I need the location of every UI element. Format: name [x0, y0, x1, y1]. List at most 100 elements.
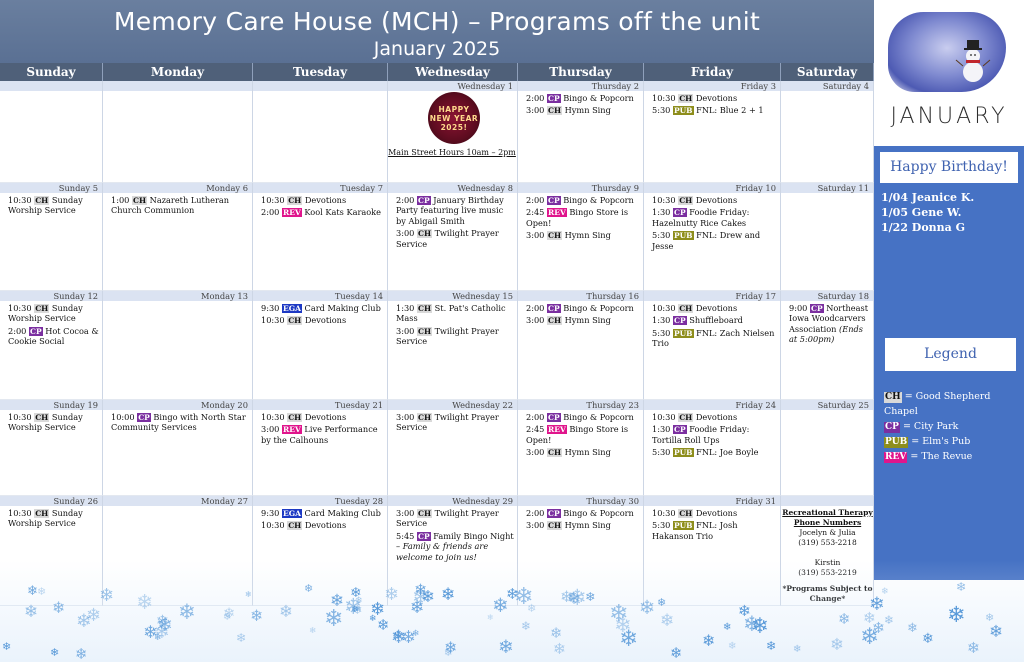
day-cell[interactable]: Saturday 4	[781, 81, 874, 183]
event-title: Twilight Prayer Service	[396, 228, 499, 249]
snowflake-icon: ❄	[702, 631, 716, 650]
event-title: Hymn Sing	[562, 447, 611, 458]
day-cell[interactable]: Monday 20 10:00 CP Bingo with North Star …	[103, 400, 253, 496]
event-title: Hymn Sing	[562, 315, 611, 326]
snowflake-icon: ❄	[728, 641, 737, 652]
event-time: 10:30	[652, 93, 679, 103]
event-note: (Ends at 5:00pm)	[789, 323, 863, 345]
legend-tag-rev: REV	[884, 452, 908, 463]
snowflake-icon: ❄	[250, 606, 264, 625]
snowflake-icon: ❄	[444, 648, 453, 659]
day-number: Monday 13	[103, 291, 252, 301]
page-header: Memory Care House (MCH) – Programs off t…	[0, 0, 874, 63]
event-item: 10:30 CH Devotions	[644, 410, 780, 422]
day-cell[interactable]: Thursday 16 2:00 CP Bingo & Popcorn 3:00 C…	[518, 291, 644, 400]
day-cell[interactable]: Wednesday 1	[388, 81, 518, 183]
day-cell[interactable]: Thursday 30 2:00 CP Bingo & Popcorn 3:00 C…	[518, 496, 644, 606]
day-cell[interactable]	[0, 81, 103, 183]
day-cell[interactable]	[103, 81, 253, 183]
snowflake-icon: ❄	[922, 631, 934, 647]
day-cell[interactable]: Thursday 2 2:00 CP Bingo & Popcorn 3:00 CH…	[518, 81, 644, 183]
day-cell[interactable]: Monday 13	[103, 291, 253, 400]
location-tag-ch: CH	[287, 521, 303, 531]
event-item: 10:30 CH Devotions	[644, 506, 780, 518]
weekday-monday: Monday	[103, 63, 253, 81]
snowflake-icon: ❄	[156, 612, 169, 630]
snowflake-icon: ❄	[324, 605, 344, 632]
legend-item: CP = City Park	[884, 419, 1022, 434]
day-cell[interactable]: Tuesday 21 10:30 CH Devotions 3:00 REV Liv…	[253, 400, 388, 496]
event-title: Kool Kats Karaoke	[301, 207, 381, 218]
day-cell[interactable]: Friday 3 10:30 CH Devotions 5:30 PUB FNL: …	[644, 81, 781, 183]
day-cell[interactable]: Wednesday 8 2:00 CP January Birthday Part…	[388, 183, 518, 291]
day-cell[interactable]	[253, 81, 388, 183]
day-cell[interactable]: Monday 27	[103, 496, 253, 606]
day-cell[interactable]: Thursday 9 2:00 CP Bingo & Popcorn 2:45 RE…	[518, 183, 644, 291]
day-cell[interactable]: Tuesday 14 9:30 EGA Card Making Club 10:30…	[253, 291, 388, 400]
snowflake-icon: ❄	[236, 631, 247, 645]
event-time: 3:00	[526, 105, 547, 116]
event-title: Devotions	[693, 93, 738, 103]
event-time: 10:00	[111, 412, 138, 422]
event-item: 3:00 CH Hymn Sing	[518, 518, 643, 531]
day-cell[interactable]: Wednesday 22 3:00 CH Twilight Prayer Serv…	[388, 400, 518, 496]
event-item: 5:30 PUB FNL: Josh Hakanson Trio	[644, 518, 780, 541]
day-cell[interactable]: Wednesday 15 1:30 CH St. Pat's Catholic M…	[388, 291, 518, 400]
day-cell[interactable]: Friday 10 10:30 CH Devotions 1:30 CP Foodi…	[644, 183, 781, 291]
event-time: 1:30	[652, 207, 673, 218]
legend-tag-cp: CP	[884, 422, 900, 433]
day-cell[interactable]: Saturday 11	[781, 183, 874, 291]
event-title: Twilight Prayer Service	[396, 325, 499, 347]
snowflake-icon: ❄	[553, 640, 566, 658]
snowflake-icon: ❄	[76, 611, 92, 632]
event-time: 1:00	[111, 195, 132, 205]
day-number: Wednesday 22	[388, 400, 517, 410]
day-number: Thursday 2	[518, 81, 643, 91]
legend-tag-ch: CH	[884, 392, 902, 403]
event-time: 10:30	[261, 520, 288, 531]
day-cell[interactable]: Sunday 19 10:30 CH Sunday Worship Service	[0, 400, 103, 496]
event-title: Live Performance by the Calhouns	[261, 424, 378, 445]
location-tag-ch: CH	[287, 413, 303, 422]
day-cell[interactable]: Sunday 26 10:30 CH Sunday Worship Service	[0, 496, 103, 606]
day-cell[interactable]: Tuesday 28 9:30 EGA Card Making Club 10:30…	[253, 496, 388, 606]
legend-item: CH = Good Shepherd Chapel	[884, 389, 1022, 419]
snowflake-icon: ❄	[670, 644, 683, 662]
snowflake-icon: ❄	[223, 606, 236, 622]
day-cell[interactable]: Friday 17 10:30 CH Devotions 1:30 CP Shuff…	[644, 291, 781, 400]
day-cell[interactable]: Tuesday 7 10:30 CH Devotions 2:00 REV Kool…	[253, 183, 388, 291]
event-title: Sunday Worship Service	[8, 195, 83, 216]
event-time: 10:30	[652, 508, 679, 518]
day-cell[interactable]: Sunday 12 10:30 CH Sunday Worship Service…	[0, 291, 103, 400]
event-title: Sunday Worship Service	[8, 508, 83, 529]
day-cell[interactable]: Wednesday 29 3:00 CH Twilight Prayer Serv…	[388, 496, 518, 606]
location-tag-pub: PUB	[673, 106, 694, 116]
day-cell[interactable]: Friday 31 10:30 CH Devotions 5:30 PUB FNL:…	[644, 496, 781, 606]
event-time: 9:30	[261, 508, 282, 518]
day-number: Saturday 18	[781, 291, 873, 301]
location-tag-cp: CP	[547, 94, 561, 103]
day-number: Monday 27	[103, 496, 252, 506]
snowflake-icon: ❄	[50, 646, 60, 659]
location-tag-cp: CP	[417, 196, 431, 205]
day-cell[interactable]: Friday 24 10:30 CH Devotions 1:30 CP Foodi…	[644, 400, 781, 496]
event-time: 2:00	[526, 93, 547, 103]
snowflake-icon: ❄	[884, 613, 894, 627]
day-number: Wednesday 29	[388, 496, 517, 506]
snowflake-icon: ❄	[369, 614, 377, 624]
event-time: 2:00	[526, 195, 547, 205]
event-title: Hot Cocoa & Cookie Social	[8, 325, 99, 347]
day-cell[interactable]: Saturday 25	[781, 400, 874, 496]
day-number: Saturday 4	[781, 81, 873, 91]
day-cell[interactable]: Sunday 5 10:30 CH Sunday Worship Service	[0, 183, 103, 291]
event-item: 9:30 EGA Card Making Club	[253, 301, 387, 313]
legend-item: PUB = Elm's Pub	[884, 434, 1022, 449]
day-cell[interactable]: Monday 6 1:00 CH Nazareth Lutheran Church…	[103, 183, 253, 291]
day-number: Monday 6	[103, 183, 252, 193]
weekday-wednesday: Wednesday	[388, 63, 518, 81]
day-cell[interactable]: Saturday 18 9:00 CP Northeast Iowa Woodca…	[781, 291, 874, 400]
event-item: 10:30 CH Devotions	[644, 91, 780, 103]
day-cell[interactable]: Thursday 23 2:00 CP Bingo & Popcorn 2:45 R…	[518, 400, 644, 496]
event-title: Northeast Iowa Woodcarvers Association	[789, 303, 869, 334]
contact-phone-1: (319) 553-2218	[798, 538, 857, 547]
